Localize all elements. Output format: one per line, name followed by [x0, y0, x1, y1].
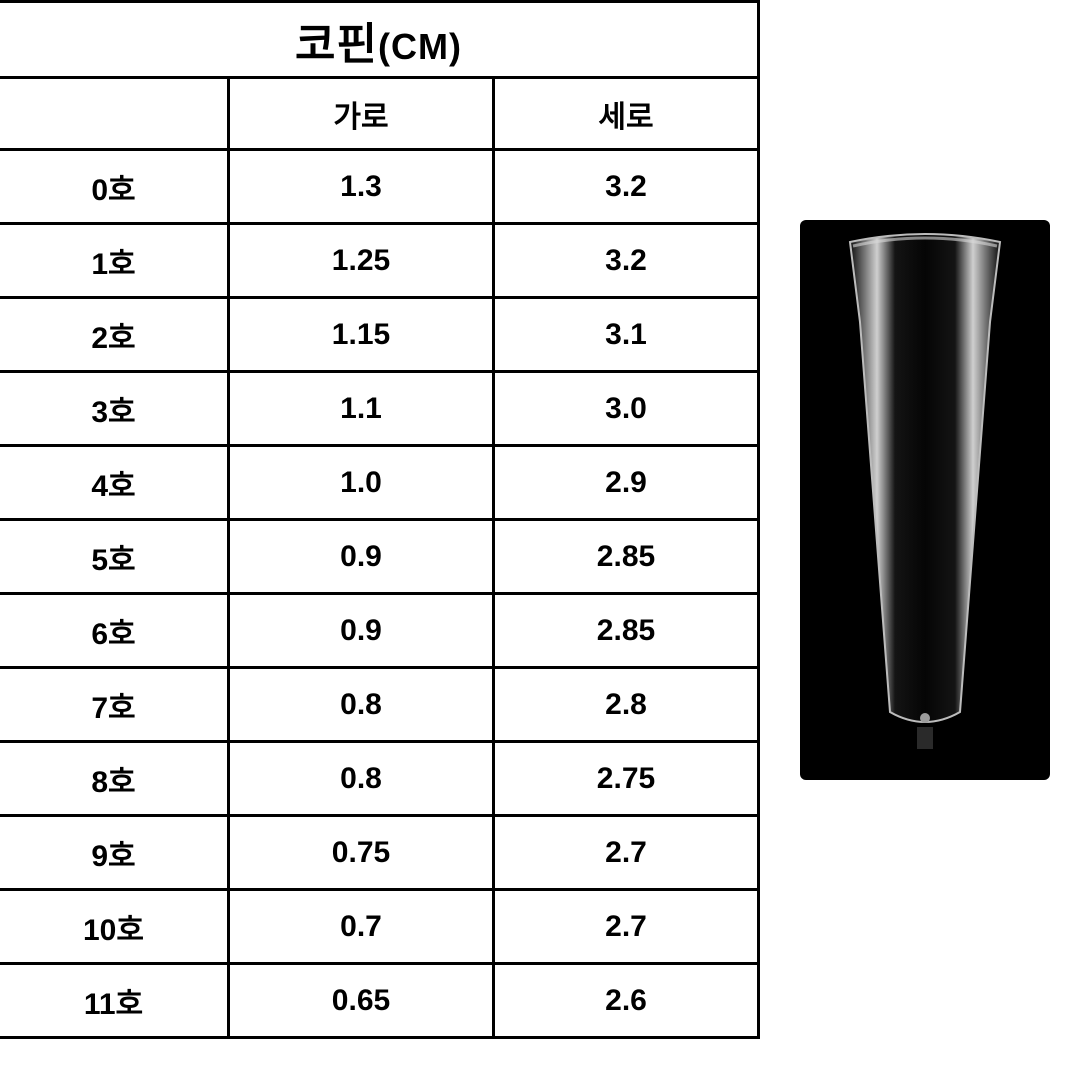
cell-size: 1호: [0, 224, 229, 298]
cell-width: 0.75: [229, 816, 494, 890]
cell-length: 2.8: [494, 668, 759, 742]
table-title-main: 코핀: [295, 20, 378, 69]
cell-length: 2.85: [494, 594, 759, 668]
table-row: 0호 1.3 3.2: [0, 150, 759, 224]
col-size: [0, 78, 229, 150]
cell-size: 2호: [0, 298, 229, 372]
cell-length: 2.7: [494, 890, 759, 964]
cell-length: 2.6: [494, 964, 759, 1038]
cell-size: 10호: [0, 890, 229, 964]
size-table: 코핀(CM) 가로 세로 0호 1.3 3.2 1호 1.25: [0, 0, 760, 1039]
cell-length: 2.75: [494, 742, 759, 816]
cell-width: 0.9: [229, 594, 494, 668]
cell-size: 11호: [0, 964, 229, 1038]
cell-size: 8호: [0, 742, 229, 816]
table-row: 1호 1.25 3.2: [0, 224, 759, 298]
cell-size: 9호: [0, 816, 229, 890]
cell-length: 2.7: [494, 816, 759, 890]
cell-width: 0.8: [229, 742, 494, 816]
cell-width: 1.15: [229, 298, 494, 372]
coffin-nail-icon: [825, 232, 1025, 752]
table-row: 8호 0.8 2.75: [0, 742, 759, 816]
table-title-unit: (CM): [378, 26, 462, 67]
cell-size: 7호: [0, 668, 229, 742]
table-row: 2호 1.15 3.1: [0, 298, 759, 372]
table-row: 11호 0.65 2.6: [0, 964, 759, 1038]
cell-size: 0호: [0, 150, 229, 224]
product-image-area: [760, 0, 1089, 780]
table-title: 코핀(CM): [0, 2, 759, 78]
cell-width: 1.1: [229, 372, 494, 446]
table-row: 7호 0.8 2.8: [0, 668, 759, 742]
col-length: 세로: [494, 78, 759, 150]
cell-width: 0.65: [229, 964, 494, 1038]
cell-length: 2.9: [494, 446, 759, 520]
cell-width: 1.25: [229, 224, 494, 298]
table-row: 3호 1.1 3.0: [0, 372, 759, 446]
table-row: 6호 0.9 2.85: [0, 594, 759, 668]
cell-size: 4호: [0, 446, 229, 520]
table-row: 4호 1.0 2.9: [0, 446, 759, 520]
page-root: 코핀(CM) 가로 세로 0호 1.3 3.2 1호 1.25: [0, 0, 1089, 1089]
product-image-frame: [800, 220, 1050, 780]
cell-width: 0.9: [229, 520, 494, 594]
cell-width: 0.7: [229, 890, 494, 964]
cell-length: 2.85: [494, 520, 759, 594]
table-row: 9호 0.75 2.7: [0, 816, 759, 890]
cell-size: 3호: [0, 372, 229, 446]
cell-width: 1.3: [229, 150, 494, 224]
col-width: 가로: [229, 78, 494, 150]
cell-size: 6호: [0, 594, 229, 668]
cell-width: 0.8: [229, 668, 494, 742]
table-row: 5호 0.9 2.85: [0, 520, 759, 594]
cell-size: 5호: [0, 520, 229, 594]
cell-length: 3.1: [494, 298, 759, 372]
cell-length: 3.0: [494, 372, 759, 446]
table-header-row: 가로 세로: [0, 78, 759, 150]
cell-length: 3.2: [494, 224, 759, 298]
table-body: 0호 1.3 3.2 1호 1.25 3.2 2호 1.15 3.1 3호 1.…: [0, 150, 759, 1038]
table-row: 10호 0.7 2.7: [0, 890, 759, 964]
size-table-container: 코핀(CM) 가로 세로 0호 1.3 3.2 1호 1.25: [0, 0, 760, 1039]
cell-length: 3.2: [494, 150, 759, 224]
cell-width: 1.0: [229, 446, 494, 520]
